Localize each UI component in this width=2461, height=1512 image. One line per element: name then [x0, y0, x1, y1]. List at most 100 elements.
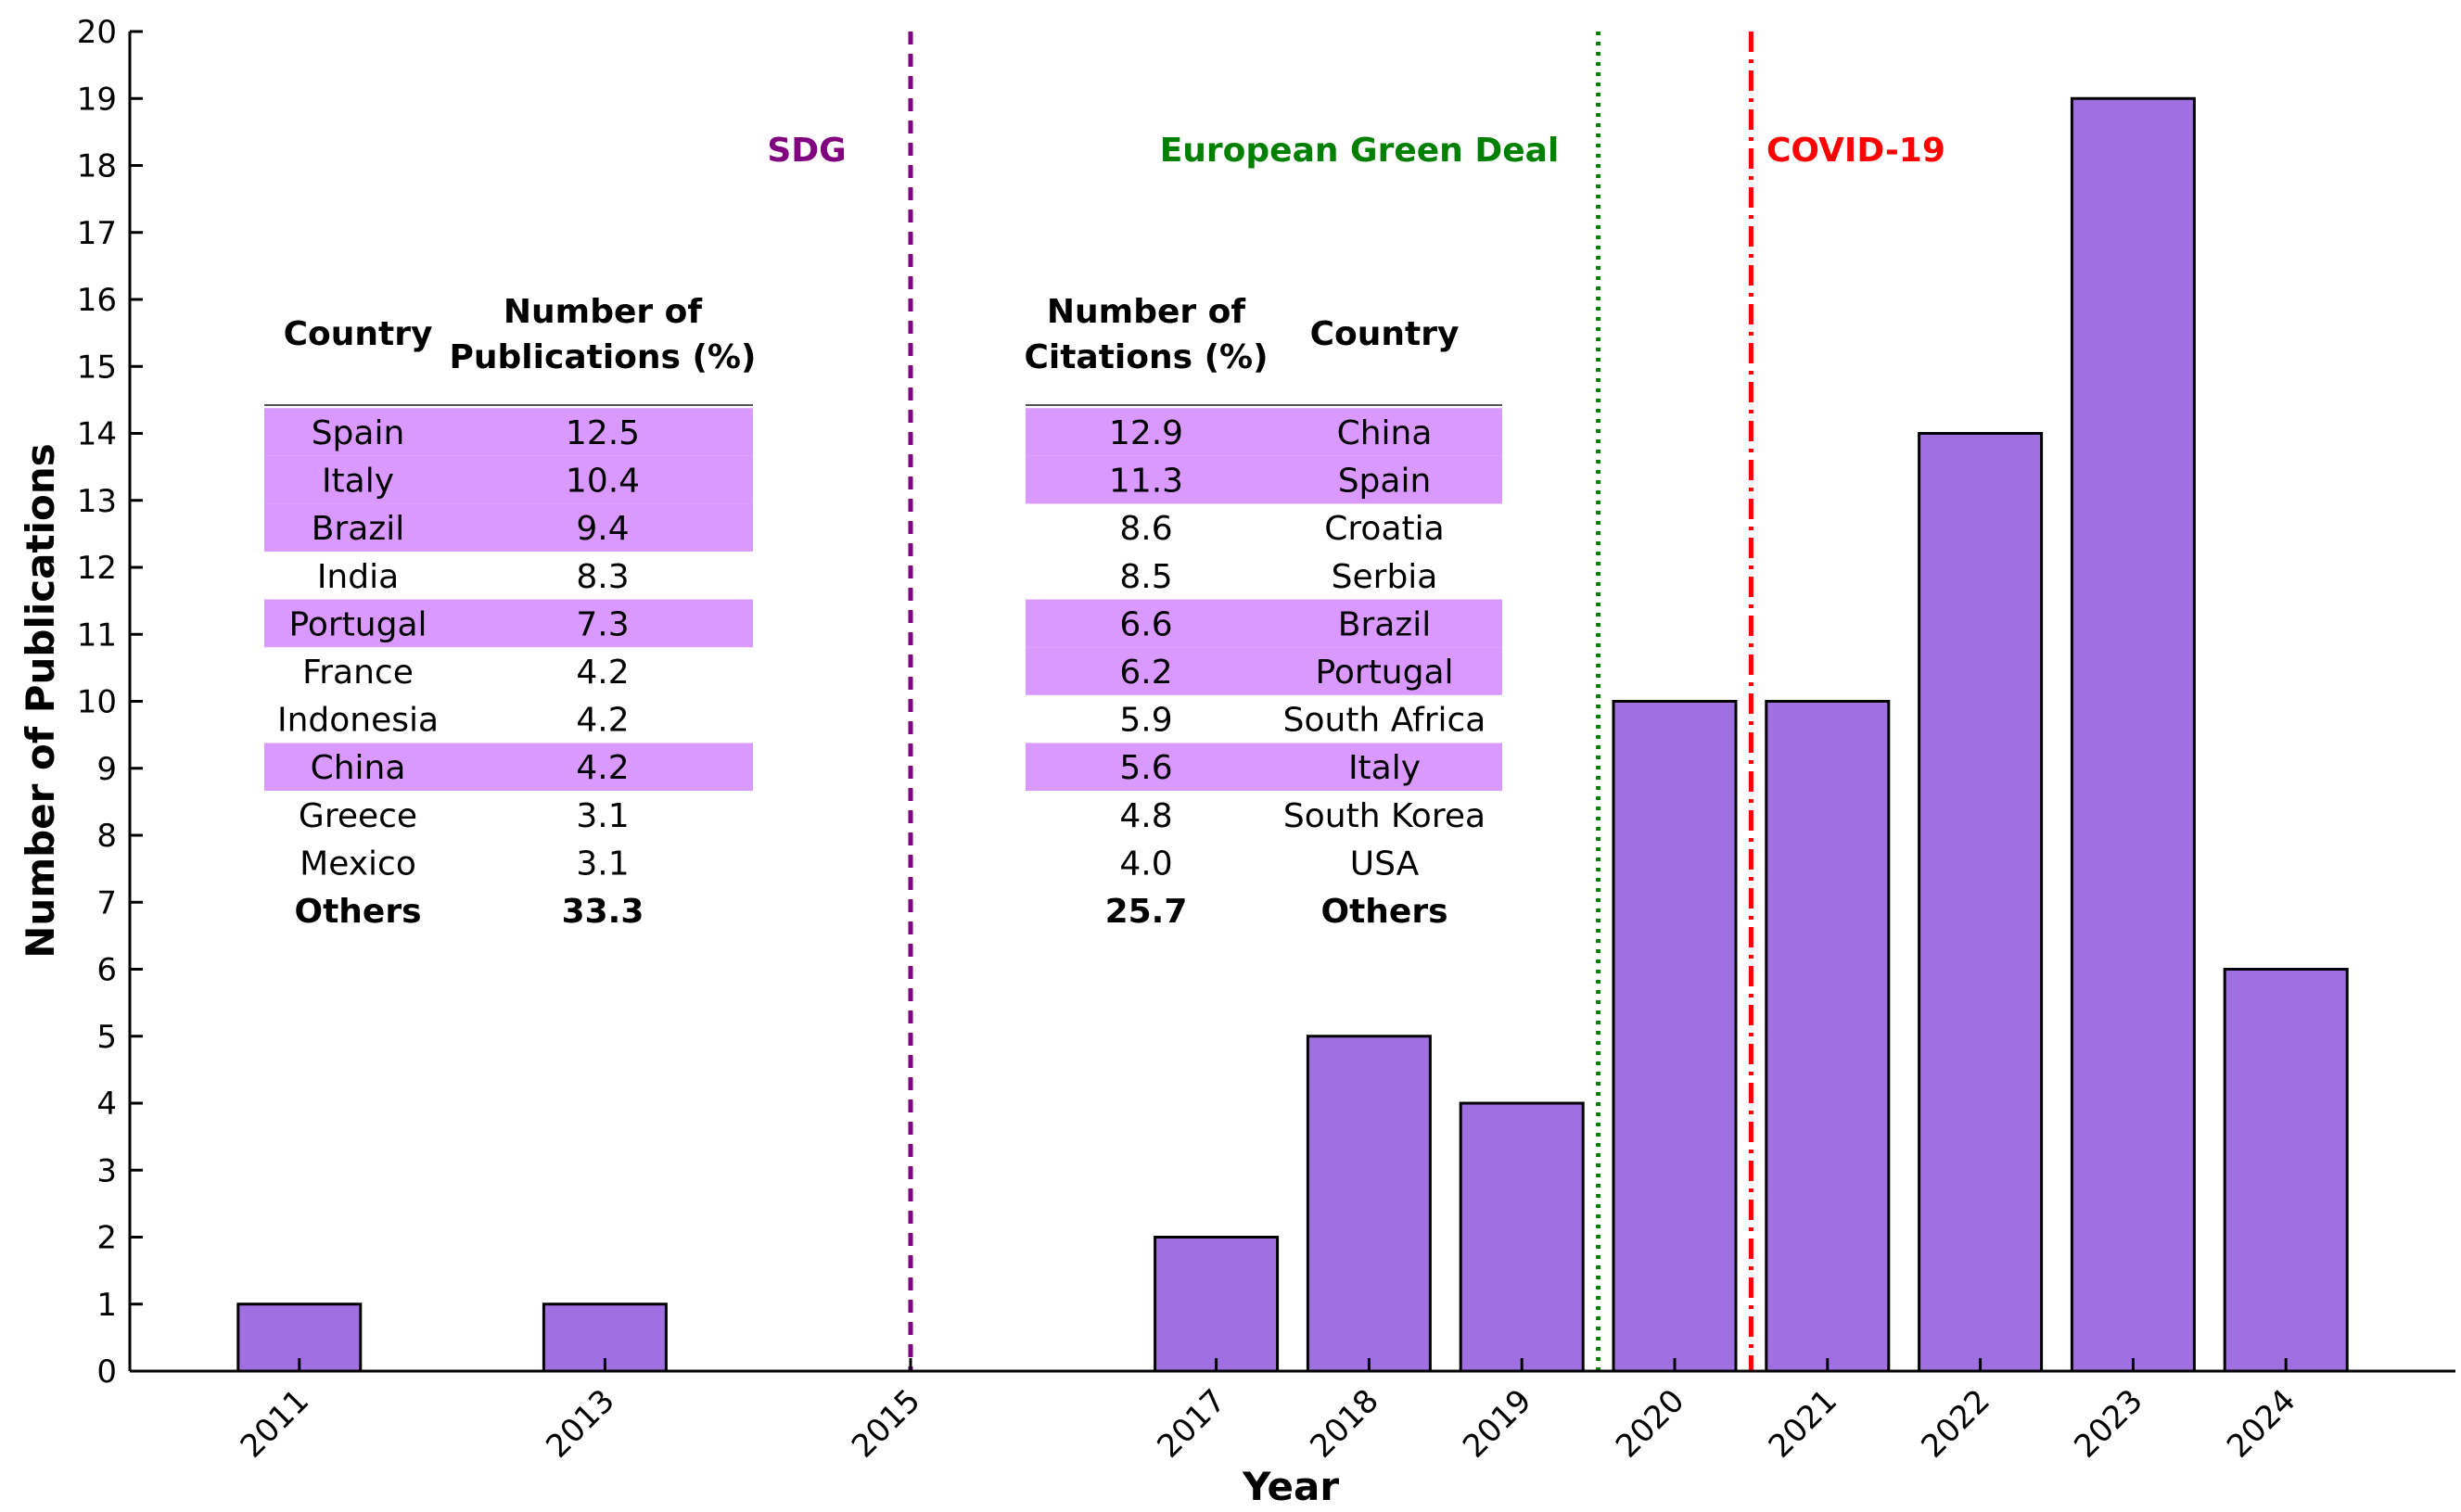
- citations-table-cell: South Korea: [1283, 797, 1486, 835]
- citations-table-cell: Others: [1320, 893, 1447, 931]
- citations-table-cell: Italy: [1348, 749, 1421, 787]
- x-tick-label: 2021: [1762, 1382, 1844, 1465]
- citations-table-cell: 4.0: [1119, 845, 1172, 883]
- publications-table-header: Country: [284, 315, 433, 353]
- x-tick-label: 2015: [845, 1382, 927, 1465]
- citations-table-header: Citations (%): [1024, 338, 1268, 376]
- x-tick-label: 2023: [2067, 1382, 2149, 1465]
- publications-table-cell: 4.2: [576, 654, 629, 692]
- publications-table-row-highlight: [264, 455, 753, 504]
- x-tick-label: 2013: [539, 1382, 621, 1465]
- y-tick-label: 19: [77, 81, 117, 118]
- citations-table-cell: 11.3: [1109, 463, 1183, 501]
- x-axis-title: Year: [1242, 1464, 1339, 1509]
- y-tick-label: 11: [77, 616, 117, 654]
- bars-layer: [236, 96, 2349, 1373]
- y-tick-label: 6: [96, 952, 117, 989]
- x-tick-label: 2018: [1303, 1382, 1385, 1465]
- publications-table-cell: Mexico: [300, 845, 416, 883]
- y-tick-label: 17: [77, 215, 117, 252]
- y-tick-label: 7: [96, 884, 117, 921]
- bar-2021: [1765, 700, 1891, 1373]
- publications-table-cell: Others: [294, 893, 421, 931]
- citations-table-row-highlight: [1026, 743, 1502, 791]
- x-tick-label: 2019: [1456, 1382, 1538, 1465]
- publications-table-cell: 3.1: [576, 797, 629, 835]
- citations-table-cell: USA: [1350, 845, 1420, 883]
- publications-table-cell: Portugal: [288, 605, 427, 643]
- citations-table-row-highlight: [1026, 599, 1502, 648]
- y-tick-label: 12: [77, 550, 117, 587]
- citations-table-cell: Brazil: [1338, 605, 1431, 643]
- publications-table-cell: 4.2: [576, 749, 629, 787]
- tables-layer: Country Number of Publications (%) Spain 12.…: [264, 293, 1502, 931]
- publications-table-cell: India: [317, 558, 399, 596]
- citations-table-row-highlight: [1026, 408, 1502, 456]
- publications-table-row-highlight: [264, 743, 753, 791]
- event-label-2: COVID-19: [1766, 132, 1945, 170]
- y-tick-label: 15: [77, 349, 117, 386]
- publications-table-cell: Indonesia: [277, 702, 439, 740]
- y-axis-title: Number of Publications: [18, 443, 63, 958]
- publications-table-cell: 4.2: [576, 702, 629, 740]
- publications-table-row-highlight: [264, 599, 753, 648]
- publications-table-cell: France: [302, 654, 414, 692]
- citations-table-header: Country: [1310, 315, 1460, 353]
- y-tick-label: 10: [77, 684, 117, 721]
- citations-table-cell: 6.6: [1119, 605, 1172, 643]
- x-tick-label: 2017: [1150, 1382, 1232, 1465]
- x-tick-label: 2024: [2220, 1382, 2302, 1465]
- publications-table-header: Number of: [504, 293, 702, 331]
- publications-table-cell: 10.4: [566, 463, 640, 501]
- y-tick-label: 0: [96, 1353, 117, 1391]
- y-tick-label: 5: [96, 1019, 117, 1056]
- citations-table-cell: 8.6: [1119, 510, 1172, 548]
- publications-table-cell: 33.3: [562, 893, 644, 931]
- x-tick-label: 2020: [1609, 1382, 1691, 1465]
- citations-table-cell: Croatia: [1324, 510, 1444, 548]
- bar-2011: [236, 1302, 363, 1373]
- bar-2023: [2070, 96, 2196, 1373]
- citations-table-cell: 4.8: [1119, 797, 1172, 835]
- citations-table-header: Number of: [1047, 293, 1245, 331]
- event-label-1: European Green Deal: [1160, 132, 1560, 170]
- publications-table-cell: 12.5: [566, 414, 640, 452]
- y-tick-label: 18: [77, 148, 117, 185]
- y-tick-label: 16: [77, 282, 117, 319]
- publications-table-row-highlight: [264, 408, 753, 456]
- bar-2017: [1154, 1236, 1280, 1373]
- x-tick-label: 2022: [1914, 1382, 1996, 1465]
- y-tick-label: 1: [96, 1287, 117, 1324]
- publications-table-header: Publications (%): [450, 338, 757, 376]
- bar-2018: [1306, 1035, 1432, 1373]
- y-tick-label: 14: [77, 416, 117, 453]
- citations-table-cell: Serbia: [1332, 558, 1438, 596]
- bar-2020: [1612, 700, 1738, 1373]
- bar-2022: [1918, 432, 2044, 1373]
- y-tick-label: 9: [96, 751, 117, 788]
- y-tick-label: 20: [77, 14, 117, 51]
- citations-table-cell: 25.7: [1105, 893, 1188, 931]
- y-tick-label: 2: [96, 1220, 117, 1257]
- citations-table-row-highlight: [1026, 647, 1502, 695]
- publications-table-cell: Greece: [299, 797, 417, 835]
- x-tick-label: 2011: [234, 1382, 316, 1465]
- publications-table-cell: China: [311, 749, 406, 787]
- publications-table-cell: Italy: [322, 463, 394, 501]
- citations-table-cell: China: [1337, 414, 1433, 452]
- citations-table-cell: 5.6: [1119, 749, 1172, 787]
- citations-table-cell: 6.2: [1119, 654, 1172, 692]
- citations-table-cell: 5.9: [1119, 702, 1172, 740]
- y-tick-label: 3: [96, 1152, 117, 1189]
- publications-table-cell: 9.4: [576, 510, 629, 548]
- citations-table-cell: Spain: [1338, 463, 1432, 501]
- citations-table-cell: Portugal: [1315, 654, 1453, 692]
- citations-table-cell: 12.9: [1109, 414, 1183, 452]
- publications-table-cell: Spain: [312, 414, 405, 452]
- bar-2019: [1459, 1101, 1585, 1373]
- event-label-0: SDG: [767, 132, 846, 170]
- table-highlight-layer: [264, 408, 1502, 791]
- publications-table-cell: 7.3: [576, 605, 629, 643]
- publications-table-cell: 3.1: [576, 845, 629, 883]
- event-lines-layer: SDG European Green Deal COVID-19: [767, 32, 1945, 1371]
